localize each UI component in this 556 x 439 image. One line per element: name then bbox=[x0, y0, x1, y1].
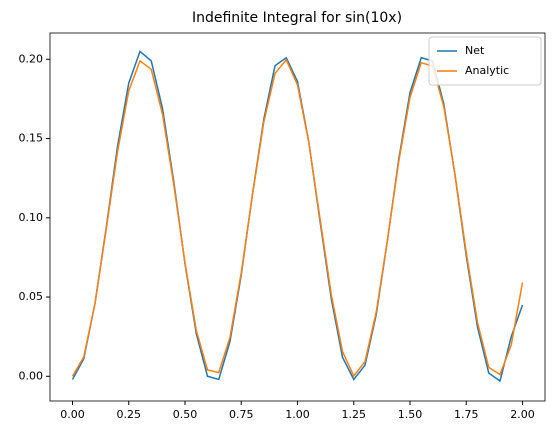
x-tick-label: 0.50 bbox=[173, 408, 198, 421]
x-tick-label: 1.50 bbox=[398, 408, 423, 421]
y-tick-label: 0.15 bbox=[19, 132, 44, 145]
y-tick-label: 0.00 bbox=[19, 369, 44, 382]
x-tick-label: 2.00 bbox=[510, 408, 535, 421]
y-tick-label: 0.05 bbox=[19, 290, 44, 303]
x-tick-label: 1.75 bbox=[454, 408, 479, 421]
x-tick-label: 0.25 bbox=[117, 408, 142, 421]
line bbox=[71, 58, 524, 378]
x-tick-label: 1.25 bbox=[342, 408, 367, 421]
legend-label: Analytic bbox=[465, 64, 509, 77]
x-tick-label: 0.75 bbox=[229, 408, 254, 421]
legend-box bbox=[428, 36, 542, 86]
y-tick-label: 0.10 bbox=[19, 211, 44, 224]
line bbox=[71, 50, 524, 383]
legend-label: Net bbox=[465, 44, 485, 57]
x-tick-label: 1.00 bbox=[285, 408, 310, 421]
x-tick-label: 0.00 bbox=[60, 408, 85, 421]
y-tick-label: 0.20 bbox=[19, 52, 44, 65]
chart-title: Indefinite Integral for sin(10x) bbox=[192, 10, 402, 26]
plot-frame bbox=[49, 32, 546, 402]
